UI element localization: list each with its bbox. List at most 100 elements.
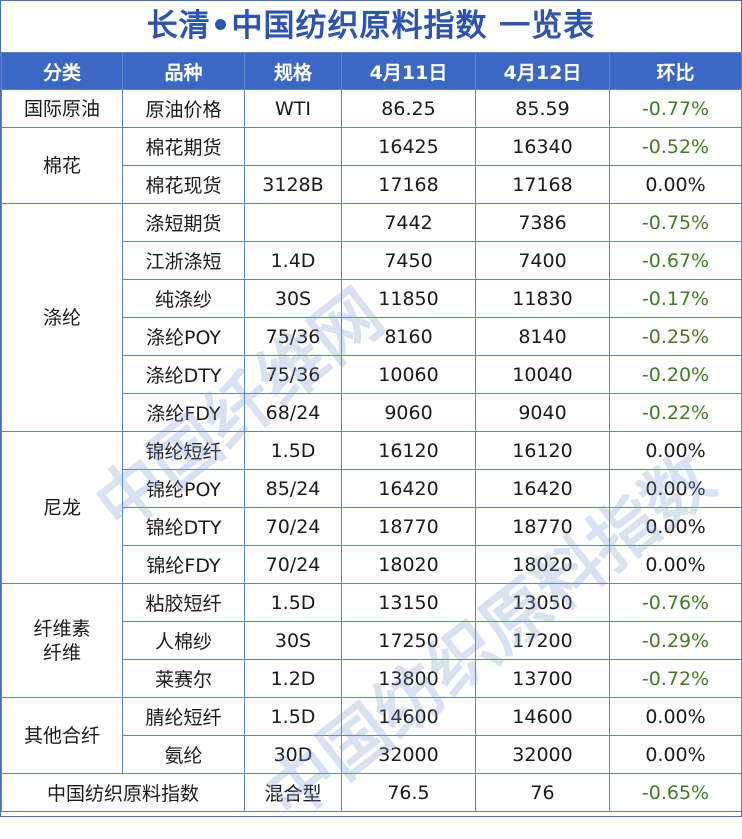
footer-change: -0.65% bbox=[609, 773, 742, 812]
footer-index-name: 中国纺织原料指数 bbox=[1, 773, 245, 812]
change-cell: -0.25% bbox=[609, 317, 742, 356]
date-1-cell: 18020 bbox=[341, 545, 476, 584]
header-category: 分类 bbox=[1, 52, 123, 90]
table-row: 涤纶POY 75/36 8160 8140 -0.25% bbox=[2, 317, 742, 356]
table-row: 棉花现货 3128B 17168 17168 0.00% bbox=[2, 165, 742, 204]
spec-cell: 70/24 bbox=[244, 545, 342, 584]
change-cell: -0.52% bbox=[609, 127, 742, 166]
header-date-1: 4月11日 bbox=[341, 52, 476, 90]
product-cell: 锦纶短纤 bbox=[122, 431, 245, 470]
date-2-cell: 7386 bbox=[475, 203, 610, 242]
date-1-cell: 13150 bbox=[341, 583, 476, 622]
date-2-cell: 13050 bbox=[475, 583, 610, 622]
spec-cell: 1.5D bbox=[244, 697, 342, 736]
date-1-cell: 17250 bbox=[341, 621, 476, 660]
spec-cell: 1.5D bbox=[244, 431, 342, 470]
spec-cell bbox=[244, 127, 342, 166]
date-1-cell: 11850 bbox=[341, 279, 476, 318]
table-row: 其他合纤 腈纶短纤 1.5D 14600 14600 0.00% bbox=[1, 697, 742, 774]
spec-cell: 68/24 bbox=[244, 393, 342, 432]
footer-row: 中国纺织原料指数 混合型 76.5 76 -0.65% bbox=[1, 773, 742, 812]
date-1-cell: 10060 bbox=[341, 355, 476, 394]
page-title: 长清•中国纺织原料指数 一览表 bbox=[146, 8, 596, 44]
product-cell: 涤纶POY bbox=[122, 317, 245, 356]
change-cell: 0.00% bbox=[609, 507, 742, 546]
date-1-cell: 9060 bbox=[341, 393, 476, 432]
spec-cell: 70/24 bbox=[244, 507, 342, 546]
product-cell: 棉花期货 bbox=[122, 127, 245, 166]
change-cell: -0.20% bbox=[609, 355, 742, 394]
date-2-cell: 16120 bbox=[475, 431, 610, 470]
date-2-cell: 7400 bbox=[475, 241, 610, 280]
spec-cell: 30S bbox=[244, 279, 342, 318]
table-row: 江浙涤短 1.4D 7450 7400 -0.67% bbox=[2, 241, 742, 280]
product-cell: 氨纶 bbox=[122, 735, 245, 774]
change-cell: 0.00% bbox=[609, 545, 742, 584]
product-cell: 腈纶短纤 bbox=[122, 697, 245, 736]
date-2-cell: 18770 bbox=[475, 507, 610, 546]
product-cell: 涤纶DTY bbox=[122, 355, 245, 394]
header-change: 环比 bbox=[609, 52, 742, 90]
header-product: 品种 bbox=[122, 52, 245, 90]
date-1-cell: 86.25 bbox=[341, 89, 476, 128]
table-row: 涤纶DTY 75/36 10060 10040 -0.20% bbox=[2, 355, 742, 394]
table-row: 莱赛尔 1.2D 13800 13700 -0.72% bbox=[2, 659, 742, 698]
table-row: 氨纶 30D 32000 32000 0.00% bbox=[2, 735, 742, 774]
date-2-cell: 85.59 bbox=[475, 89, 610, 128]
table-row: 涤纶 涤短期货 7442 7386 -0.75% bbox=[1, 203, 742, 432]
table-header-row: 分类 品种 规格 4月11日 4月12日 环比 bbox=[1, 52, 742, 90]
change-cell: -0.77% bbox=[609, 89, 742, 128]
product-cell: 原油价格 bbox=[122, 89, 245, 128]
change-cell: 0.00% bbox=[609, 469, 742, 508]
change-cell: 0.00% bbox=[609, 735, 742, 774]
table-row: 锦纶DTY 70/24 18770 18770 0.00% bbox=[2, 507, 742, 546]
change-cell: 0.00% bbox=[609, 165, 742, 204]
date-1-cell: 16120 bbox=[341, 431, 476, 470]
footer-date-2: 76 bbox=[475, 773, 610, 812]
spec-cell bbox=[244, 203, 342, 242]
product-cell: 棉花现货 bbox=[122, 165, 245, 204]
product-cell: 锦纶POY bbox=[122, 469, 245, 508]
table-body: 国际原油 原油价格 WTI 86.25 85.59 -0.77% 棉花 棉花期货 16425 16… bbox=[1, 89, 742, 774]
spec-cell: 1.4D bbox=[244, 241, 342, 280]
category-cell: 尼龙 bbox=[1, 431, 123, 584]
footer-spec: 混合型 bbox=[244, 773, 342, 812]
date-1-cell: 7450 bbox=[341, 241, 476, 280]
date-1-cell: 18770 bbox=[341, 507, 476, 546]
product-cell: 人棉纱 bbox=[122, 621, 245, 660]
date-2-cell: 13700 bbox=[475, 659, 610, 698]
change-cell: -0.22% bbox=[609, 393, 742, 432]
date-1-cell: 16420 bbox=[341, 469, 476, 508]
product-cell: 锦纶FDY bbox=[122, 545, 245, 584]
product-cell: 锦纶DTY bbox=[122, 507, 245, 546]
change-cell: -0.76% bbox=[609, 583, 742, 622]
change-cell: -0.29% bbox=[609, 621, 742, 660]
spec-cell: 1.2D bbox=[244, 659, 342, 698]
product-cell: 涤短期货 bbox=[122, 203, 245, 242]
category-cell: 棉花 bbox=[1, 127, 123, 204]
date-2-cell: 9040 bbox=[475, 393, 610, 432]
spec-cell: 75/36 bbox=[244, 317, 342, 356]
table-row: 棉花 棉花期货 16425 16340 -0.52% bbox=[1, 127, 742, 204]
table-row: 国际原油 原油价格 WTI 86.25 85.59 -0.77% bbox=[1, 89, 742, 128]
date-2-cell: 16420 bbox=[475, 469, 610, 508]
table-row: 涤纶FDY 68/24 9060 9040 -0.22% bbox=[2, 393, 742, 432]
date-2-cell: 16340 bbox=[475, 127, 610, 166]
category-cell: 国际原油 bbox=[1, 89, 123, 128]
table-row: 尼龙 锦纶短纤 1.5D 16120 16120 0.00% bbox=[1, 431, 742, 584]
date-1-cell: 32000 bbox=[341, 735, 476, 774]
product-cell: 粘胶短纤 bbox=[122, 583, 245, 622]
date-2-cell: 8140 bbox=[475, 317, 610, 356]
date-1-cell: 14600 bbox=[341, 697, 476, 736]
footer-date-1: 76.5 bbox=[341, 773, 476, 812]
date-1-cell: 13800 bbox=[341, 659, 476, 698]
table-row: 人棉纱 30S 17250 17200 -0.29% bbox=[2, 621, 742, 660]
category-cell: 纤维素 纤维 bbox=[1, 583, 123, 698]
change-cell: -0.75% bbox=[609, 203, 742, 242]
spec-cell: 30S bbox=[244, 621, 342, 660]
category-cell: 涤纶 bbox=[1, 203, 123, 432]
change-cell: -0.67% bbox=[609, 241, 742, 280]
spec-cell: WTI bbox=[244, 89, 342, 128]
product-cell: 莱赛尔 bbox=[122, 659, 245, 698]
spec-cell: 30D bbox=[244, 735, 342, 774]
